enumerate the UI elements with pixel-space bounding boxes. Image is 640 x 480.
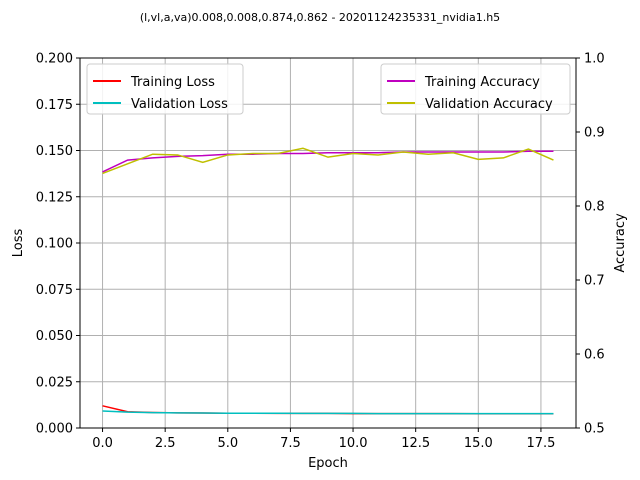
x-tick-label: 17.5 xyxy=(526,436,555,451)
x-axis-ticks: 0.0 2.5 5.0 7.5 10.0 12.5 15.0 17.5 xyxy=(92,428,555,451)
left-y-tick-label: 0.100 xyxy=(36,237,73,252)
left-y-axis-label: Loss xyxy=(11,229,26,258)
left-y-tick-label: 0.200 xyxy=(36,52,73,67)
training-accuracy-line xyxy=(102,150,554,173)
legend-accuracy: Training Accuracy Validation Accuracy xyxy=(380,63,571,115)
x-tick-label: 15.0 xyxy=(464,436,493,451)
legend-box xyxy=(86,63,244,115)
right-y-tick-label: 0.9 xyxy=(584,126,605,141)
validation-loss-line xyxy=(102,410,554,415)
right-y-tick-label: 0.7 xyxy=(584,274,605,289)
legend-loss: Training Loss Validation Loss xyxy=(86,63,244,115)
legend-label-training-accuracy: Training Accuracy xyxy=(424,75,540,90)
legend-box xyxy=(380,63,571,115)
left-y-tick-label: 0.175 xyxy=(36,98,73,113)
right-y-tick-label: 0.6 xyxy=(584,348,605,363)
left-y-tick-label: 0.150 xyxy=(36,144,73,159)
right-y-axis-label: Accuracy xyxy=(613,213,628,273)
validation-accuracy-line xyxy=(102,147,554,175)
series-lines xyxy=(102,147,554,415)
x-tick-label: 12.5 xyxy=(401,436,430,451)
right-y-axis-ticks: 0.5 0.6 0.7 0.8 0.9 1.0 xyxy=(576,52,605,437)
x-tick-label: 0.0 xyxy=(92,436,113,451)
right-y-tick-label: 0.5 xyxy=(584,422,605,437)
x-tick-label: 10.0 xyxy=(339,436,368,451)
legend-label-validation-loss: Validation Loss xyxy=(131,97,228,112)
left-y-tick-label: 0.050 xyxy=(36,329,73,344)
left-y-tick-label: 0.000 xyxy=(36,422,73,437)
x-tick-label: 7.5 xyxy=(280,436,301,451)
left-y-tick-label: 0.125 xyxy=(36,190,73,205)
left-y-tick-label: 0.025 xyxy=(36,375,73,390)
legend-label-validation-accuracy: Validation Accuracy xyxy=(425,97,553,112)
left-y-axis-ticks: 0.000 0.025 0.050 0.075 0.100 0.125 0.150 0.175… xyxy=(36,52,80,437)
legend-label-training-loss: Training Loss xyxy=(130,75,215,90)
x-tick-label: 5.0 xyxy=(217,436,238,451)
x-tick-label: 2.5 xyxy=(155,436,176,451)
x-axis-label: Epoch xyxy=(308,456,348,471)
left-y-tick-label: 0.075 xyxy=(36,283,73,298)
right-y-tick-label: 1.0 xyxy=(584,52,605,67)
chart-title: (l,vl,a,va)0.008,0.008,0.874,0.862 - 202… xyxy=(140,11,500,24)
right-y-tick-label: 0.8 xyxy=(584,200,605,215)
